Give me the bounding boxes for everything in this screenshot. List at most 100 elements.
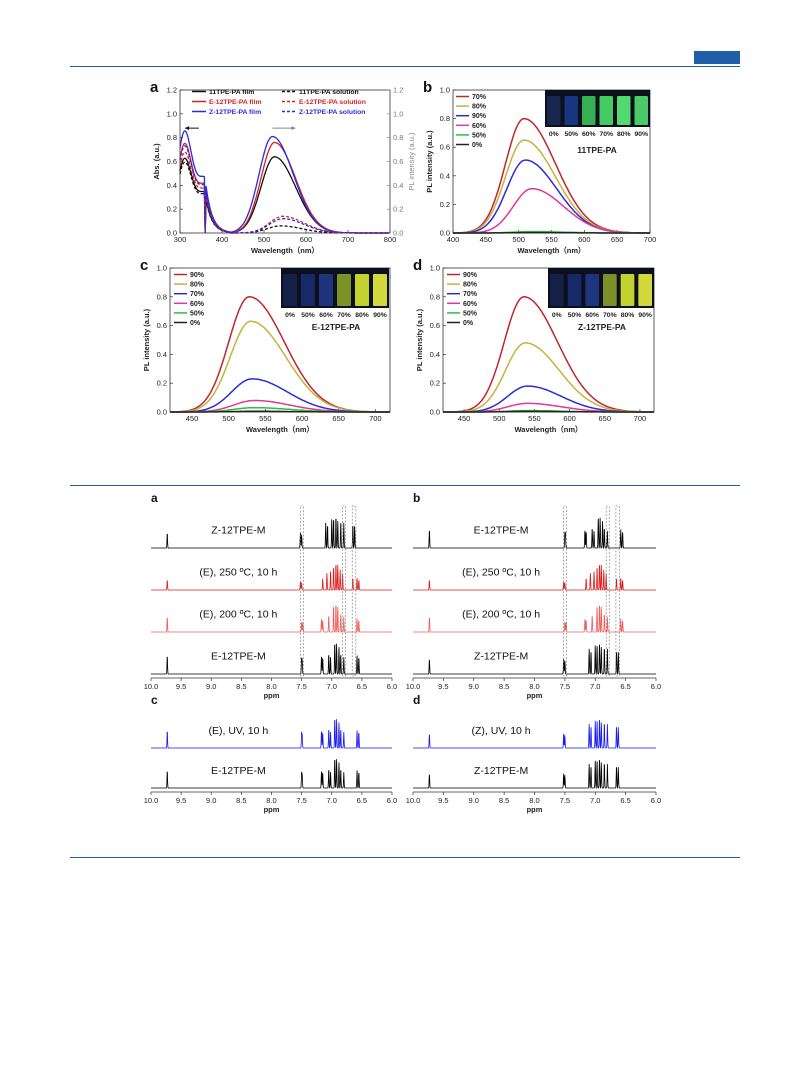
middle-rule — [70, 485, 740, 486]
trace-label: Z-12TPE-M — [474, 650, 528, 662]
right-y-tick-label: 1.0 — [393, 109, 403, 118]
legend-entry: 70% — [463, 291, 478, 298]
vial — [337, 274, 351, 306]
vial-label: 50% — [301, 312, 315, 319]
trace-label: Z-12TPE-M — [211, 524, 265, 536]
y-tick-label: 0.2 — [440, 200, 450, 209]
x-tick-label: 450 — [480, 235, 493, 244]
trace-label: Z-12TPE-M — [474, 765, 528, 777]
x-tick-label: 10.0 — [406, 682, 421, 691]
legend-entry: 80% — [190, 282, 205, 289]
pl-series-70pct — [170, 378, 390, 413]
y-axis-label: PL intensity (a.u.) — [415, 308, 424, 371]
pl-curve — [230, 141, 390, 234]
vial-label: 0% — [549, 131, 559, 138]
nmr-panel-c: c (E), UV, 10 h E-12TPE-M 10.0 9.5 9.0 8.5 8.0 7… — [144, 693, 398, 814]
trace-label: E-12TPE-M — [211, 765, 266, 777]
panel-letter: c — [151, 693, 158, 707]
x-tick-label: 9.0 — [469, 682, 479, 691]
x-tick-label: 400 — [216, 235, 229, 244]
pl-series-60pct — [453, 187, 650, 234]
x-axis-label: ppm — [264, 691, 280, 700]
y-tick-label: 0.0 — [430, 408, 440, 417]
legend-entry: 50% — [190, 310, 205, 317]
x-tick-label: 9.0 — [206, 682, 216, 691]
vial — [585, 274, 599, 306]
trace-label: (E), UV, 10 h — [208, 725, 268, 737]
vial-label: 60% — [319, 312, 333, 319]
vial-label: 90% — [638, 312, 652, 319]
pl-series-0pct — [443, 410, 654, 413]
x-tick-label: 7.5 — [560, 682, 570, 691]
vial — [617, 96, 631, 125]
vial-label: 70% — [599, 131, 613, 138]
vial-label: 60% — [585, 312, 599, 319]
bottom-rule — [70, 857, 740, 858]
nmr-trace — [151, 719, 392, 750]
panel-letter: a — [150, 79, 159, 96]
vial — [373, 274, 387, 306]
legend-entry: 0% — [472, 142, 483, 149]
trace-label: (E), 200 ºC, 10 h — [199, 608, 277, 620]
legend-entry: 90% — [472, 113, 487, 120]
nmr-trace — [151, 518, 392, 550]
sample-name: 11TPE-PA — [577, 145, 617, 155]
x-tick-label: 10.0 — [144, 682, 159, 691]
y-tick-label: 0.6 — [440, 143, 450, 152]
panel-letter: a — [151, 491, 158, 505]
vial-label: 0% — [552, 312, 562, 319]
vial-label: 50% — [568, 312, 582, 319]
pl-curve — [230, 225, 390, 234]
nmr-panel-d: d (Z), UV, 10 h Z-12TPE-M 10.0 9.5 9.0 8.5 8.0 7… — [406, 693, 662, 814]
legend-entry: 60% — [463, 301, 478, 308]
nmr-trace — [151, 605, 392, 633]
x-tick-label: 8.0 — [266, 682, 276, 691]
x-tick-label: 6.5 — [357, 796, 367, 805]
right-arrow-head — [291, 126, 296, 131]
x-tick-label: 6.0 — [651, 682, 661, 691]
legend-entry: Z-12TPE-PA solution — [299, 109, 365, 116]
pl-panel-b: 400 450 500 550 600 650 700 0.0 0.2 0.4 0.6 0.8 1.0 W… — [423, 79, 656, 255]
right-y-tick-label: 0.4 — [393, 181, 403, 190]
panel-letter: b — [413, 491, 420, 505]
y-tick-label: 0.0 — [157, 408, 167, 417]
photo-background — [548, 268, 654, 308]
y-tick-label: 0.4 — [167, 181, 177, 190]
panel-letter: b — [423, 79, 432, 96]
legend-entry: Z-12TPE-PA film — [209, 109, 261, 116]
vial — [634, 96, 648, 125]
left-arrow-head — [185, 126, 190, 131]
x-axis-label: Wavelength（nm） — [246, 424, 314, 434]
x-axis-label: Wavelength（nm） — [514, 424, 582, 434]
legend-entry: 80% — [463, 282, 478, 289]
legend-entry: E-12TPE-PA solution — [299, 99, 366, 106]
x-tick-label: 9.5 — [176, 796, 186, 805]
y-tick-label: 0.4 — [440, 171, 450, 180]
guide-box — [342, 505, 346, 677]
legend-entry: 60% — [472, 123, 487, 130]
x-tick-label: 9.5 — [438, 796, 448, 805]
x-tick-label: 400 — [447, 235, 460, 244]
x-tick-label: 7.0 — [327, 796, 337, 805]
nmr-trace — [151, 759, 392, 790]
x-tick-label: 8.5 — [499, 682, 509, 691]
guide-box — [605, 505, 610, 677]
y-tick-label: 0.4 — [157, 350, 167, 359]
x-axis-label: ppm — [527, 691, 543, 700]
trace-label: E-12TPE-M — [211, 650, 266, 662]
y-tick-label: 0.8 — [430, 292, 440, 301]
vial-label: 80% — [617, 131, 631, 138]
pl-series-80pct — [169, 320, 390, 413]
x-tick-label: 700 — [634, 414, 647, 423]
nmr-trace — [413, 644, 656, 676]
y-tick-label: 0.0 — [167, 229, 177, 238]
pl-series-70pct — [443, 385, 654, 413]
x-tick-label: 600 — [300, 235, 313, 244]
sample-name: Z-12TPE-PA — [578, 322, 626, 332]
vial — [550, 274, 564, 306]
nmr-trace — [413, 720, 656, 750]
x-tick-label: 8.5 — [236, 682, 246, 691]
pl-panel-d: 450 500 550 600 650 700 0.0 0.2 0.4 0.6 0.8 1.0 Wave… — [413, 257, 655, 434]
y-tick-label: 0.4 — [430, 350, 440, 359]
vial-photo: 0% 50% 60% 70% 80% 90% — [548, 268, 654, 319]
